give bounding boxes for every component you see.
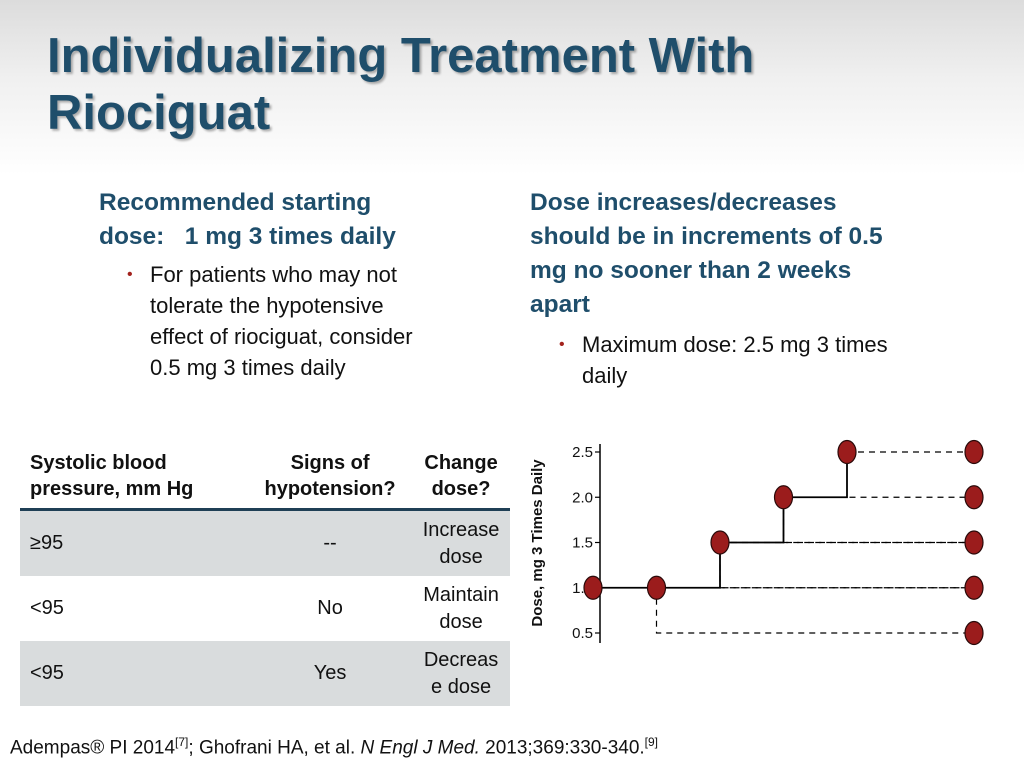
cell-change-line: dose bbox=[439, 545, 483, 568]
starting-dose-bullet-line-4: 0.5 mg 3 times daily bbox=[150, 355, 346, 380]
cell-change-line: e dose bbox=[431, 675, 492, 698]
dose-titration-table: Systolic blood pressure, mm Hg Signs of … bbox=[20, 446, 510, 706]
starting-dose-heading: Recommended starting dose: 1 mg 3 times … bbox=[99, 186, 469, 254]
y-tick-label: 1.5 bbox=[572, 535, 593, 552]
table-header-row: Systolic blood pressure, mm Hg Signs of … bbox=[20, 446, 510, 511]
dose-step-marker bbox=[646, 575, 667, 600]
dose-adjustment-heading-line-1: Dose increases/decreases bbox=[530, 189, 837, 216]
dose-step-marker bbox=[583, 575, 603, 600]
cell-hypotension: -- bbox=[248, 509, 413, 576]
footer-ref-2: 2013;369:330-340. bbox=[479, 737, 645, 759]
dashed-branch-line bbox=[719, 542, 974, 589]
dose-step-marker bbox=[837, 439, 857, 465]
header-text: Signs of bbox=[290, 452, 370, 474]
title-band bbox=[0, 0, 1024, 175]
starting-dose-heading-line-1: Recommended starting bbox=[99, 189, 372, 216]
cell-bp: <95 bbox=[30, 597, 64, 619]
cell-bp: ≥95 bbox=[20, 509, 248, 576]
dose-end-marker bbox=[964, 485, 984, 510]
table-row: ≥95 -- Increase dose bbox=[20, 509, 510, 576]
dose-step-marker bbox=[773, 485, 794, 510]
max-dose-bullet-line-1: Maximum dose: 2.5 mg 3 times bbox=[582, 332, 888, 357]
title-line-2: Riociguat bbox=[47, 86, 271, 140]
footer-sup-2: [9] bbox=[644, 735, 659, 749]
header-systolic-bp: Systolic blood pressure, mm Hg bbox=[20, 446, 248, 511]
dose-step-marker bbox=[710, 530, 730, 555]
cell-hypotension: No bbox=[317, 597, 343, 619]
header-text: pressure, mm Hg bbox=[30, 478, 194, 500]
dose-end-marker bbox=[964, 530, 984, 555]
dose-step-line bbox=[593, 452, 848, 589]
header-text: Systolic blood bbox=[30, 452, 167, 474]
dose-adjustment-heading-line-3: mg no sooner than 2 weeks bbox=[530, 257, 852, 284]
slide-title: Individualizing Treatment With Riociguat bbox=[47, 28, 947, 142]
cell-change-line: Decreas bbox=[423, 648, 499, 671]
bullet-dot-icon: • bbox=[559, 336, 565, 353]
cell-change-line: Maintain bbox=[423, 583, 499, 606]
y-tick-label: 2.0 bbox=[572, 489, 593, 506]
footer-references: Adempas® PI 2014[7]; Ghofrani HA, et al.… bbox=[10, 735, 658, 759]
max-dose-bullet: • Maximum dose: 2.5 mg 3 times daily bbox=[559, 329, 962, 391]
dose-adjustment-heading-line-2: should be in increments of 0.5 bbox=[530, 223, 883, 250]
cell-change: Increase dose bbox=[412, 509, 510, 576]
dose-end-marker bbox=[964, 439, 984, 465]
footer-sep: ; Ghofrani HA, et al. bbox=[188, 737, 361, 759]
header-text: dose? bbox=[431, 478, 491, 500]
starting-dose-heading-line-2: dose: 1 mg 3 times daily bbox=[99, 223, 396, 250]
dose-end-marker bbox=[964, 620, 984, 646]
dashed-branch-line bbox=[782, 497, 974, 544]
bullet-dot-icon: • bbox=[127, 266, 133, 283]
dose-adjustment-heading-line-4: apart bbox=[530, 291, 590, 318]
header-text: hypotension? bbox=[264, 478, 396, 500]
cell-change-line: dose bbox=[439, 610, 483, 633]
starting-dose-bullet: • For patients who may not tolerate the … bbox=[127, 259, 480, 383]
y-tick-label: 0.5 bbox=[572, 625, 593, 642]
cell-change-line: Increase bbox=[422, 518, 500, 541]
title-line-1: Individualizing Treatment With bbox=[47, 29, 755, 83]
table-row: <95 Yes Decreas e dose bbox=[20, 641, 510, 706]
header-text: Change bbox=[424, 452, 498, 474]
starting-dose-bullet-line-1: For patients who may not bbox=[150, 262, 398, 287]
cell-change: Maintain dose bbox=[412, 576, 510, 641]
header-change-dose: Change dose? bbox=[412, 446, 510, 511]
header-hypotension: Signs of hypotension? bbox=[248, 446, 413, 511]
cell-bp: <95 bbox=[20, 641, 248, 706]
dose-end-marker bbox=[964, 575, 984, 600]
footer-sup-1: [7] bbox=[175, 735, 189, 749]
max-dose-bullet-line-2: daily bbox=[582, 363, 628, 388]
y-axis-label: Dose, mg 3 Times Daily bbox=[529, 459, 546, 627]
starting-dose-bullet-line-3: effect of riociguat, consider bbox=[150, 324, 413, 349]
starting-dose-bullet-line-2: tolerate the hypotensive bbox=[150, 293, 384, 318]
cell-change: Decreas e dose bbox=[412, 641, 510, 706]
footer-ref-1: Adempas® PI 2014 bbox=[10, 737, 176, 759]
dose-adjustment-heading: Dose increases/decreases should be in in… bbox=[530, 186, 970, 322]
footer-journal: N Engl J Med. bbox=[360, 737, 480, 759]
dashed-branch-line bbox=[655, 587, 974, 634]
y-tick-label: 2.5 bbox=[572, 444, 593, 461]
cell-hypotension: Yes bbox=[248, 641, 413, 706]
table-row: <95 No Maintain dose bbox=[20, 576, 510, 641]
